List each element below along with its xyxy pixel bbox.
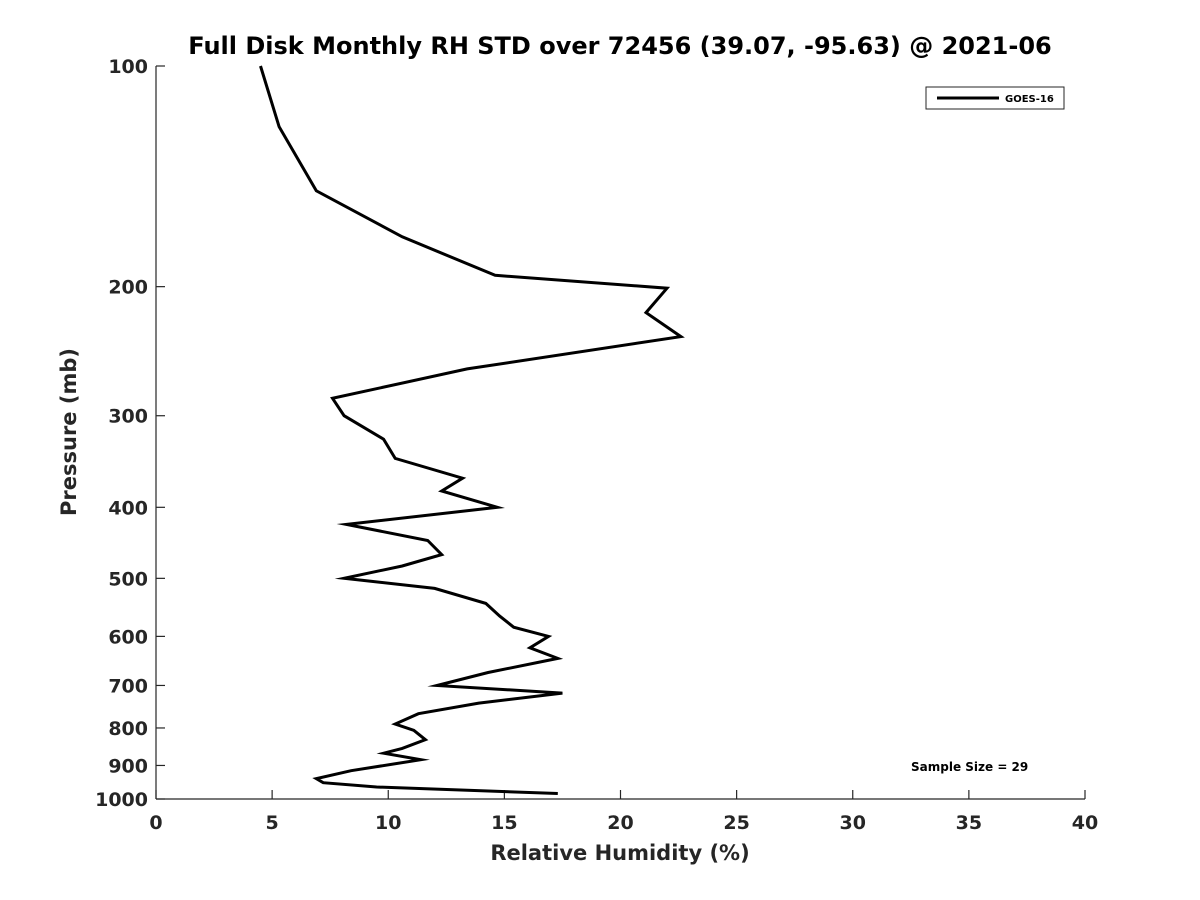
x-tick-label: 0 [149, 812, 162, 834]
legend: GOES-16 [925, 86, 1065, 110]
x-tick-label: 20 [607, 812, 633, 834]
y-tick-label: 200 [108, 277, 148, 299]
y-tick-label: 300 [108, 406, 148, 428]
y-tick-label: 900 [108, 755, 148, 777]
chart-title: Full Disk Monthly RH STD over 72456 (39.… [188, 32, 1051, 60]
y-tick-label: 500 [108, 568, 148, 590]
x-tick-label: 15 [491, 812, 517, 834]
y-axis-label: Pressure (mb) [57, 348, 81, 516]
y-tick-label: 700 [108, 675, 148, 697]
y-tick-label: 400 [108, 497, 148, 519]
x-axis-label: Relative Humidity (%) [490, 841, 749, 865]
series-group [259, 65, 685, 795]
y-tick-group: 100 200 300 400 500 600 700 800 900 1000 [95, 56, 165, 811]
y-tick-label: 600 [108, 626, 148, 648]
x-tick-label: 35 [956, 812, 982, 834]
x-tick-label: 30 [840, 812, 866, 834]
x-tick-label: 25 [723, 812, 749, 834]
x-tick-label: 40 [1072, 812, 1098, 834]
x-tick-label: 10 [375, 812, 401, 834]
legend-label-goes-16: GOES-16 [1005, 94, 1054, 105]
sample-size-annotation: Sample Size = 29 [911, 760, 1028, 774]
x-tick-label: 5 [266, 812, 279, 834]
y-tick-label: 100 [108, 56, 148, 78]
y-tick-label: 1000 [95, 789, 148, 811]
y-tick-label: 800 [108, 718, 148, 740]
x-tick-group: 0 5 10 15 20 25 30 35 40 [149, 790, 1098, 834]
series-line-goes-16 [259, 65, 685, 795]
